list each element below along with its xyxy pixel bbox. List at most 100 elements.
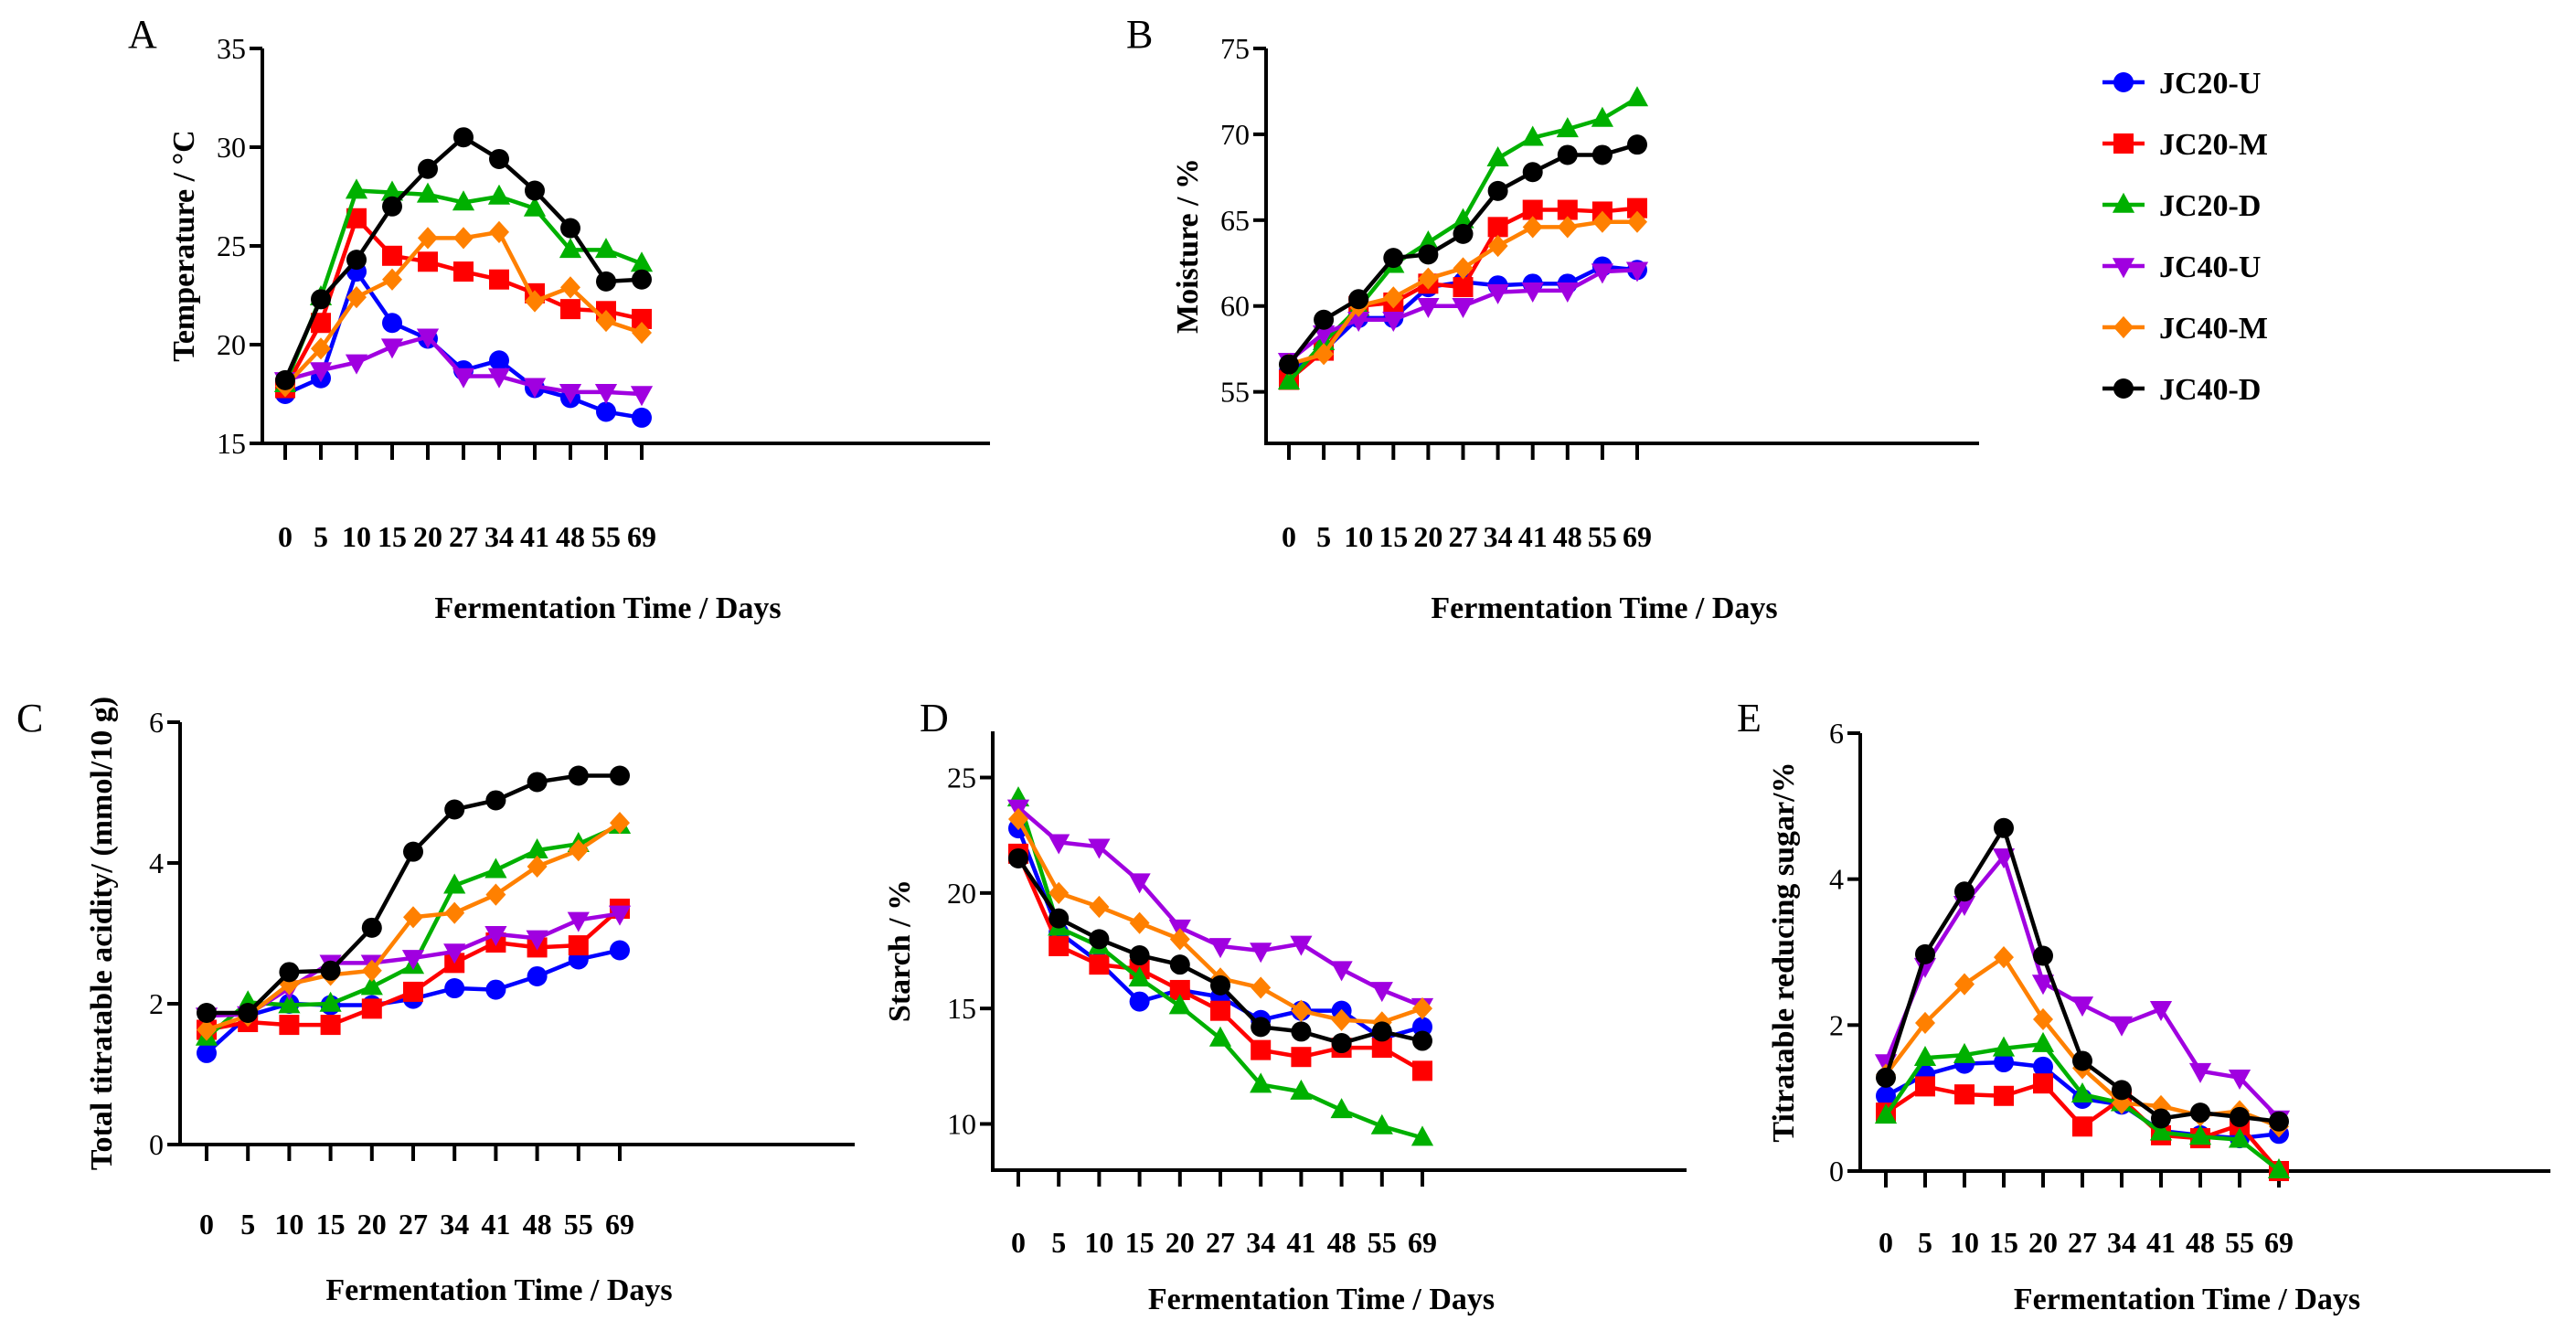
data-point <box>559 384 582 405</box>
data-point <box>1291 1047 1312 1068</box>
data-point <box>1383 248 1404 269</box>
panel-letter: D <box>920 696 949 740</box>
series-jc40-d <box>1008 847 1432 1054</box>
data-point <box>1453 277 1474 298</box>
data-point <box>1591 106 1613 127</box>
data-point <box>2033 1056 2053 1077</box>
x-tick-label: 10 <box>1084 1226 1113 1259</box>
data-point <box>1089 954 1110 975</box>
data-point <box>1169 928 1190 951</box>
data-point <box>1556 282 1579 304</box>
data-point <box>2149 1120 2173 1141</box>
data-point <box>2149 1000 2173 1021</box>
x-tick-label: 20 <box>2028 1226 2058 1259</box>
x-tick-label: 0 <box>278 520 293 553</box>
diamond-marker-icon <box>2113 315 2134 339</box>
data-point <box>632 407 652 428</box>
x-tick-label: 69 <box>627 520 656 553</box>
data-point <box>1412 1060 1432 1081</box>
x-tick-label: 5 <box>1051 1226 1066 1259</box>
x-tick-label: 55 <box>1588 520 1617 553</box>
data-point <box>1129 945 1150 966</box>
data-point <box>1954 881 1975 902</box>
data-point <box>1487 217 1508 238</box>
data-point <box>1915 943 1935 964</box>
data-point <box>1876 1067 1896 1088</box>
data-point <box>1994 945 2014 969</box>
data-point <box>1048 935 1070 956</box>
x-tick-label: 55 <box>591 520 621 553</box>
data-point <box>1954 973 1975 996</box>
x-tick-label: 10 <box>1344 520 1373 553</box>
data-point <box>361 959 382 982</box>
legend-entry: JC40-M <box>2102 312 2268 346</box>
data-point <box>484 857 507 879</box>
x-tick-label: 34 <box>440 1208 469 1241</box>
x-tick-label: 55 <box>2225 1226 2254 1259</box>
data-point <box>382 196 402 217</box>
data-point <box>632 269 652 290</box>
x-tick-label: 48 <box>1327 1226 1357 1259</box>
data-point <box>2070 1081 2094 1102</box>
x-tick-label: 10 <box>342 520 371 553</box>
x-tick-label: 55 <box>1368 1226 1397 1259</box>
y-axis-title: Moisture / % <box>1171 158 1205 334</box>
data-point <box>610 940 630 961</box>
data-point <box>596 309 616 333</box>
data-point <box>382 268 402 291</box>
series-line <box>282 134 643 381</box>
data-point <box>610 812 630 835</box>
data-point <box>1591 263 1613 284</box>
x-tick-label: 27 <box>2068 1226 2097 1259</box>
data-point <box>1089 895 1110 919</box>
x-tick-label: 41 <box>481 1208 510 1241</box>
x-tick-label: 41 <box>1286 1226 1315 1259</box>
data-point <box>311 337 331 360</box>
data-point <box>1994 817 2014 838</box>
series-jc20-d <box>273 178 654 392</box>
series-line <box>282 188 643 386</box>
data-point <box>1169 979 1190 1000</box>
data-point <box>403 981 423 1002</box>
x-tick-label: 0 <box>1879 1226 1893 1259</box>
data-point <box>1250 943 1272 964</box>
y-tick-label: 6 <box>1829 717 1844 750</box>
data-point <box>1251 1017 1272 1038</box>
data-point <box>2228 1127 2251 1148</box>
x-tick-label: 69 <box>605 1208 634 1241</box>
x-axis-title: Fermentation Time / Days <box>434 591 781 625</box>
data-point <box>416 328 440 349</box>
data-point <box>489 148 509 169</box>
data-point <box>1412 997 1432 1020</box>
x-tick-label: 34 <box>484 520 514 553</box>
y-tick-label: 15 <box>947 992 976 1025</box>
data-point <box>443 873 466 894</box>
x-tick-label: 41 <box>520 520 549 553</box>
panel-letter: C <box>16 696 43 740</box>
chart-panel-d: D 10 15 20 25 0 5 10 15 20 27 34 41 48 55 69 Fermentatio… <box>883 696 1687 1316</box>
data-point <box>1290 935 1313 956</box>
legend-entry: JC40-D <box>2102 373 2261 407</box>
series-jc40-d <box>197 765 630 1024</box>
data-point <box>1954 1084 1975 1105</box>
data-point <box>345 354 368 375</box>
data-point <box>527 772 548 793</box>
data-point <box>527 855 548 878</box>
data-point <box>2070 996 2094 1017</box>
triangle-up-marker-icon <box>2112 192 2135 213</box>
square-marker-icon <box>2113 133 2134 154</box>
data-point <box>1522 216 1543 239</box>
data-point <box>1168 994 1191 1015</box>
data-point <box>2151 1108 2171 1129</box>
data-point <box>1251 976 1272 999</box>
data-point <box>2112 1080 2132 1101</box>
x-axis-title: Fermentation Time / Days <box>1431 591 1777 625</box>
data-point <box>416 182 440 203</box>
data-point <box>345 178 368 199</box>
y-tick-label: 75 <box>1220 32 1250 65</box>
data-point <box>1627 134 1647 155</box>
data-point <box>489 269 509 290</box>
data-point <box>418 227 438 250</box>
